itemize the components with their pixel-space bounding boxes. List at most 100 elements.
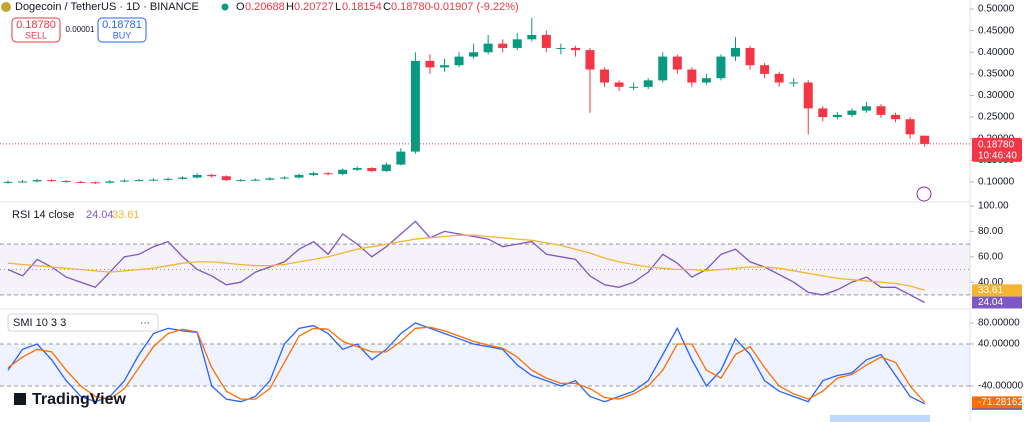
- candle-body: [250, 179, 260, 181]
- candle-body: [818, 108, 828, 118]
- candle-body: [367, 168, 377, 172]
- candle-body: [832, 114, 842, 118]
- series-line: [7, 326, 926, 403]
- spread: 0.00001: [66, 25, 95, 34]
- marks: 0.100000.150000.200000.250000.300000.350…: [0, 4, 1023, 410]
- candle-body: [760, 65, 770, 74]
- candle-body: [541, 34, 551, 48]
- candle-body: [294, 174, 304, 178]
- candle-body: [3, 181, 13, 183]
- candle-body: [527, 34, 537, 40]
- candle-body: [192, 174, 202, 178]
- candle-body: [61, 180, 71, 182]
- candle-body: [381, 164, 391, 172]
- candle-body: [803, 82, 813, 109]
- y-tick-label: 60.00: [978, 251, 1003, 262]
- candle-body: [876, 106, 886, 115]
- candle-body: [454, 56, 464, 66]
- status-dot: [221, 3, 229, 11]
- candle-body: [119, 180, 129, 182]
- candle-body: [134, 180, 144, 182]
- buy-button[interactable]: [97, 17, 147, 43]
- candle-body: [352, 168, 362, 170]
- bottom-panel: [830, 415, 930, 422]
- candle-body: [672, 56, 682, 70]
- candle-body: [425, 60, 435, 68]
- overlay: Dogecoin / TetherUS · 1D · BINANCE O 0.2…: [1, 1, 932, 422]
- c-value: 0.18780: [391, 1, 431, 13]
- c-label: C: [383, 1, 391, 13]
- l-value: 0.18154: [342, 1, 382, 13]
- y-tick-label: 0.40000: [978, 47, 1015, 58]
- value-tag-label: 33.61: [978, 285, 1003, 296]
- candle-body: [643, 80, 653, 87]
- y-tick-label: 40.00000: [978, 339, 1020, 350]
- candle-body: [716, 56, 726, 79]
- series-line: [7, 322, 925, 405]
- candle-body: [396, 151, 406, 165]
- candle-body: [512, 39, 522, 48]
- candle-body: [149, 179, 158, 181]
- candle-body: [556, 47, 566, 49]
- candle-body: [90, 182, 100, 184]
- ma-legend-value: 33.61: [112, 209, 140, 221]
- o-value: 0.20688: [245, 1, 285, 13]
- candle-body: [265, 178, 275, 180]
- value-tag: [972, 396, 1022, 409]
- smi-title: SMI 10 3 3: [13, 317, 66, 329]
- candle-body: [701, 78, 711, 83]
- candle-body: [891, 114, 901, 120]
- l-label: L: [335, 1, 341, 13]
- candle-body: [279, 177, 289, 179]
- candle-body: [178, 177, 188, 179]
- sell-label: SELL: [25, 30, 47, 40]
- candle-body: [905, 119, 915, 135]
- candle-body: [221, 176, 231, 181]
- candle-body: [789, 82, 799, 84]
- y-tick-label: 0.45000: [978, 25, 1015, 36]
- buy-price: 0.18781: [102, 19, 142, 31]
- candle-body: [731, 47, 740, 57]
- y-tick-label: 80.00000: [978, 318, 1020, 329]
- change: -0.01907 (-9.22%): [430, 1, 519, 13]
- y-tick-label: -40.00000: [978, 381, 1023, 392]
- o-label: O: [236, 1, 245, 13]
- brand-logo: [14, 393, 26, 405]
- more-icon[interactable]: ···: [140, 318, 150, 329]
- candle-body: [861, 106, 871, 111]
- event-icon[interactable]: [916, 186, 932, 202]
- candle-body: [570, 47, 580, 51]
- candle-body: [105, 181, 115, 183]
- candle-body: [32, 180, 42, 182]
- y-tick-label: 0.10000: [978, 176, 1015, 187]
- price-tag: [972, 137, 1022, 162]
- y-tick-label: 0.30000: [978, 90, 1015, 101]
- candle-body: [236, 180, 246, 182]
- candle-body: [338, 169, 348, 175]
- candle-body: [76, 181, 86, 183]
- y-tick-label: 100.00: [978, 201, 1009, 212]
- buy-label: BUY: [113, 30, 132, 40]
- candle-body: [469, 52, 479, 57]
- y-tick-label: 0.35000: [978, 69, 1015, 80]
- sell-price: 0.18780: [16, 19, 56, 31]
- candle-body: [440, 65, 449, 68]
- candle-body: [309, 173, 319, 175]
- candle-body: [774, 73, 784, 83]
- candle-body: [687, 69, 697, 83]
- candle-body: [483, 43, 493, 53]
- candle-body: [920, 135, 930, 144]
- y-tick-label: 80.00: [978, 226, 1003, 237]
- h-value: 0.20727: [294, 1, 334, 13]
- candle-body: [498, 43, 508, 48]
- candle-body: [614, 82, 624, 87]
- price-tag-value: 0.18780: [978, 140, 1015, 151]
- sell-button[interactable]: [11, 17, 61, 43]
- candle-body: [847, 110, 857, 115]
- candle-body: [47, 180, 57, 182]
- value-tag-label: -71.28162: [978, 397, 1023, 408]
- smi-legend-box: [7, 313, 159, 332]
- y-tick-label: 40.00: [978, 277, 1003, 288]
